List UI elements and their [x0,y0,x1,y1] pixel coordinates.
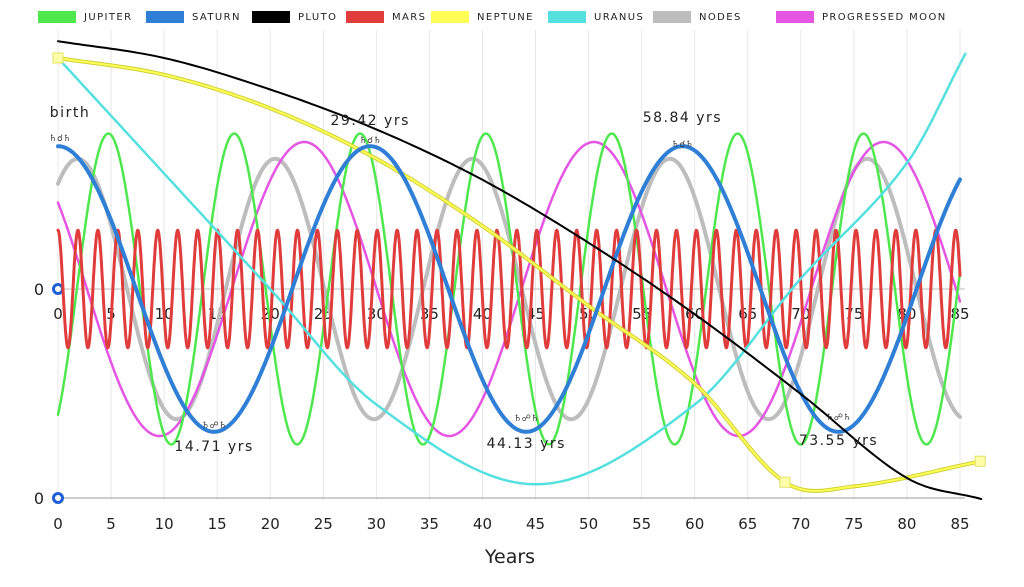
legend-label: NEPTUNE [477,11,534,23]
aspect-glyph: ♄☍♄ [201,421,226,431]
legend-label: NODES [699,11,742,23]
x-tick-label: 5 [106,515,116,533]
x-tick-label: 85 [950,515,969,533]
legend-swatch [431,11,469,23]
legend-item[interactable]: JUPITER [38,9,132,25]
x-tick-label: 75 [844,515,863,533]
legend-label: PLUTO [298,11,338,23]
x-tick-label: 15 [208,515,227,533]
legend-item[interactable]: PLUTO [252,9,337,25]
legend-swatch [653,11,691,23]
legend-label: JUPITER [84,11,133,23]
x-tick-label: 30 [367,515,386,533]
period-label: 14.71 yrs [174,439,253,455]
legend-swatch [38,11,76,23]
y-axis-handle [52,283,64,295]
x-tick-label: 0 [53,515,63,533]
legend-item[interactable]: PROGRESSED MOON [776,9,947,25]
y-tick-label: 0 [34,489,44,508]
x-tick-label: 70 [791,515,810,533]
legend-swatch [548,11,586,23]
series-line-mars [56,228,962,350]
aspect-glyph: ♄☌♄ [359,136,381,146]
x-tick-label: 35 [420,515,439,533]
legend-label: MARS [392,11,427,23]
series-line-jupiter [56,132,962,446]
legend-swatch [252,11,290,23]
period-label: 73.55 yrs [799,433,878,449]
x-tick-label: 55 [632,515,651,533]
x-tick-label-inner: 0 [53,305,63,323]
legend-item[interactable]: NODES [653,9,742,25]
period-label: birth [50,105,90,121]
legend-item[interactable]: URANUS [548,9,644,25]
aspect-glyph: ♄☌♄ [671,140,693,150]
x-axis-label: Years [484,546,535,568]
neptune-marker [974,455,986,467]
x-tick-label: 45 [526,515,545,533]
neptune-marker [779,476,791,488]
x-tick-label: 80 [897,515,916,533]
x-tick-label: 25 [314,515,333,533]
y-tick-label: 0 [34,280,44,299]
period-label: 29.42 yrs [331,113,410,129]
series-line-saturn [56,144,962,434]
x-tick-label: 20 [261,515,280,533]
legend-swatch [146,11,184,23]
legend-swatch [776,11,814,23]
legend-item[interactable]: MARS [346,9,426,25]
x-tick-label: 40 [473,515,492,533]
aspect-glyph: ♄☍♄ [514,414,539,424]
series-line-neptune [57,57,983,492]
legend-label: SATURN [192,11,241,23]
x-tick-label: 60 [685,515,704,533]
x-tick-label: 65 [738,515,757,533]
period-label: 44.13 yrs [487,436,566,452]
legend-label: URANUS [594,11,645,23]
aspect-glyph: ♄☍♄ [826,413,851,423]
legend-swatch [346,11,384,23]
annotation-layer: birth ♄☌♄ 14.71 yrs ♄☍♄ 29.42 yrs ♄☌♄ 44.13 yr… [49,105,878,455]
x-tick-label: 10 [155,515,174,533]
aspect-glyph: ♄☌♄ [49,134,71,144]
neptune-marker [52,52,64,64]
y-axis-handle [52,492,64,504]
legend-item[interactable]: NEPTUNE [431,9,534,25]
series-line-uranus [56,52,967,486]
series-layer [52,40,986,500]
series-line-pluto [57,40,983,500]
legend-item[interactable]: SATURN [146,9,241,25]
legend-label: PROGRESSED MOON [822,11,947,23]
x-tick-label: 50 [579,515,598,533]
period-label: 58.84 yrs [643,110,722,126]
